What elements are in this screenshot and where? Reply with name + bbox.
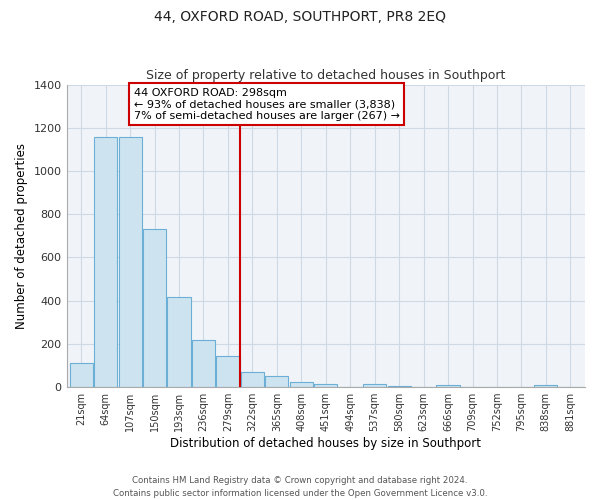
Y-axis label: Number of detached properties: Number of detached properties	[15, 143, 28, 329]
Bar	[241, 372, 264, 387]
Bar	[388, 386, 411, 387]
Bar	[119, 138, 142, 387]
Text: 44, OXFORD ROAD, SOUTHPORT, PR8 2EQ: 44, OXFORD ROAD, SOUTHPORT, PR8 2EQ	[154, 10, 446, 24]
Text: 44 OXFORD ROAD: 298sqm
← 93% of detached houses are smaller (3,838)
7% of semi-d: 44 OXFORD ROAD: 298sqm ← 93% of detached…	[134, 88, 400, 121]
Bar	[217, 356, 239, 387]
Bar	[363, 384, 386, 387]
Bar	[94, 138, 117, 387]
Bar	[436, 385, 460, 387]
X-axis label: Distribution of detached houses by size in Southport: Distribution of detached houses by size …	[170, 437, 481, 450]
Text: Contains HM Land Registry data © Crown copyright and database right 2024.
Contai: Contains HM Land Registry data © Crown c…	[113, 476, 487, 498]
Bar	[265, 376, 289, 387]
Bar	[143, 230, 166, 387]
Bar	[167, 298, 191, 387]
Bar	[70, 364, 93, 387]
Bar	[290, 382, 313, 387]
Title: Size of property relative to detached houses in Southport: Size of property relative to detached ho…	[146, 69, 505, 82]
Bar	[534, 386, 557, 387]
Bar	[314, 384, 337, 387]
Bar	[192, 340, 215, 387]
